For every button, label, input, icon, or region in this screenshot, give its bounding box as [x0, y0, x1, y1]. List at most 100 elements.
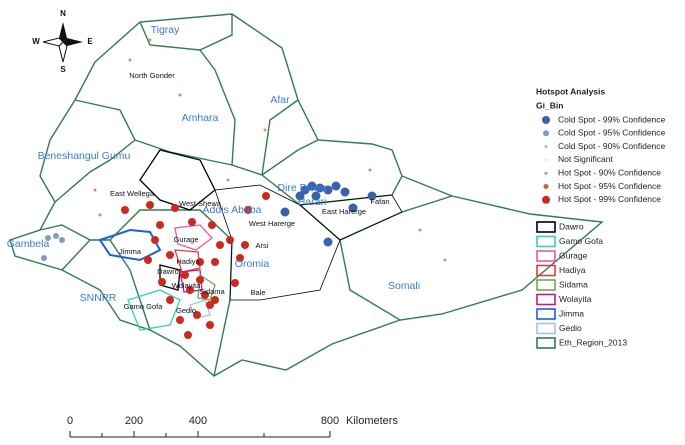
zone-label: Dawro — [157, 267, 179, 276]
hot-spot-90 — [98, 213, 102, 217]
cold-spot-95 — [59, 237, 65, 243]
hot-spot-99 — [166, 251, 174, 259]
region-label: Amhara — [182, 112, 219, 124]
hot-spot-99 — [244, 206, 252, 214]
cold-spot-95 — [53, 233, 59, 239]
scale-bar — [69, 431, 331, 438]
cold-spot-99 — [323, 237, 333, 247]
hot-spot-99 — [196, 276, 204, 284]
legend-swatch — [536, 293, 556, 306]
legend-title: Hotspot Analysis — [536, 86, 605, 96]
compass-n: N — [60, 9, 66, 18]
zone-label: Sidama — [199, 287, 225, 296]
legend-swatch — [536, 308, 556, 320]
hot-spot-99 — [176, 316, 184, 324]
legend: Cold Spot - 99% Confidence Cold Spot - 95… — [536, 114, 666, 349]
legend-label: Hot Spot - 95% Confidence — [558, 181, 661, 191]
cold-spot-95 — [45, 235, 51, 241]
hot-spot-99 — [171, 204, 179, 212]
zone-label: Jimma — [119, 247, 142, 256]
zone-label: Fafan — [370, 197, 389, 206]
hot-spot-99 — [121, 206, 129, 214]
region-label: Gambela — [7, 238, 50, 250]
region-label: Addis Ababa — [203, 204, 262, 216]
cold-spot-99 — [340, 187, 350, 197]
legend-label: Not Significant — [558, 154, 613, 164]
zone-label: Gamo Gofa — [124, 302, 164, 311]
hot-spot-99 — [156, 221, 164, 229]
hot-spot-99 — [144, 256, 152, 264]
hot-spot-90 — [148, 38, 152, 42]
legend-symbol — [545, 158, 547, 161]
legend-symbol — [542, 195, 550, 204]
cold-spot-99 — [331, 181, 341, 191]
hot-spot-99 — [216, 241, 224, 249]
region-label: Dire Dawa — [277, 182, 326, 194]
legend-label: Dawro — [559, 221, 584, 231]
cold-spot-99 — [367, 191, 377, 201]
region-label: Beneshangul Gumu — [38, 150, 131, 162]
legend-symbol — [544, 171, 548, 175]
hot-spot-99 — [236, 254, 244, 262]
cold-spot-99 — [311, 191, 321, 201]
hot-spot-99 — [186, 286, 194, 294]
legend-swatch — [536, 322, 556, 335]
legend-swatch — [536, 250, 556, 262]
legend-label: Cold Spot - 90% Confidence — [558, 141, 666, 151]
cold-spot-95 — [41, 255, 47, 261]
compass-e: E — [87, 37, 93, 46]
zone-label: North Gonder — [129, 71, 175, 80]
hot-spot-99 — [208, 221, 216, 229]
legend-label: Cold Spot - 95% Confidence — [558, 128, 666, 138]
zone-label: Wolayita — [172, 281, 201, 290]
legend-field: Gi_Bin — [536, 100, 563, 110]
cold-spot-99 — [280, 207, 290, 217]
legend-label: Gedio — [559, 323, 582, 333]
hot-spot-99 — [196, 258, 204, 266]
hot-spot-99 — [211, 296, 219, 304]
hot-spot-99 — [226, 236, 234, 244]
compass: N S E W — [32, 9, 93, 74]
legend-symbol — [543, 184, 549, 189]
hot-spot-99 — [188, 218, 196, 226]
scale-label: 200 — [125, 415, 143, 427]
legend-symbol — [543, 130, 549, 137]
hot-spot-99 — [206, 321, 214, 329]
compass-s: S — [60, 65, 66, 74]
cold-spot-99 — [307, 181, 317, 191]
hot-spot-90 — [418, 228, 422, 232]
hot-spot-99 — [166, 296, 174, 304]
legend-swatch — [536, 264, 556, 277]
hot-spot-90 — [93, 188, 97, 192]
legend-label: Hot Spot - 90% Confidence — [558, 167, 661, 177]
hot-spot-99 — [184, 331, 192, 339]
legend-symbol — [542, 116, 550, 124]
cold-spot-99 — [348, 203, 358, 213]
hot-spot-99 — [158, 278, 166, 286]
hot-spot-90 — [128, 58, 132, 62]
zone-label: Arsi — [256, 241, 269, 250]
zone-label: Gurage — [173, 235, 198, 244]
cold-spot-99 — [300, 185, 310, 195]
legend-label: Eth_Region_2013 — [559, 337, 627, 347]
legend-label: Sidama — [559, 279, 588, 289]
legend-label: Wolayita — [559, 294, 592, 304]
zone-label: Bale — [250, 288, 265, 297]
region-label: SNNPR — [80, 292, 117, 304]
zone-label: East Harerge — [322, 207, 366, 216]
legend-label: Gamo Gofa — [559, 236, 603, 246]
zone-label: East Wellega — [110, 189, 155, 198]
legend-swatch — [536, 279, 556, 291]
legend-symbol — [544, 145, 548, 149]
hot-spot-99 — [241, 241, 249, 249]
legend-label: Hadiya — [559, 265, 586, 275]
hotspot-points — [41, 38, 447, 339]
cold-spot-99 — [295, 191, 305, 201]
hot-spot-90 — [368, 168, 372, 172]
zone-outlines — [98, 149, 403, 331]
region-label: Oromia — [235, 258, 270, 270]
hot-spot-99 — [146, 201, 154, 209]
region-label: Somali — [388, 280, 420, 292]
zone-label: West Shewa — [179, 199, 222, 208]
